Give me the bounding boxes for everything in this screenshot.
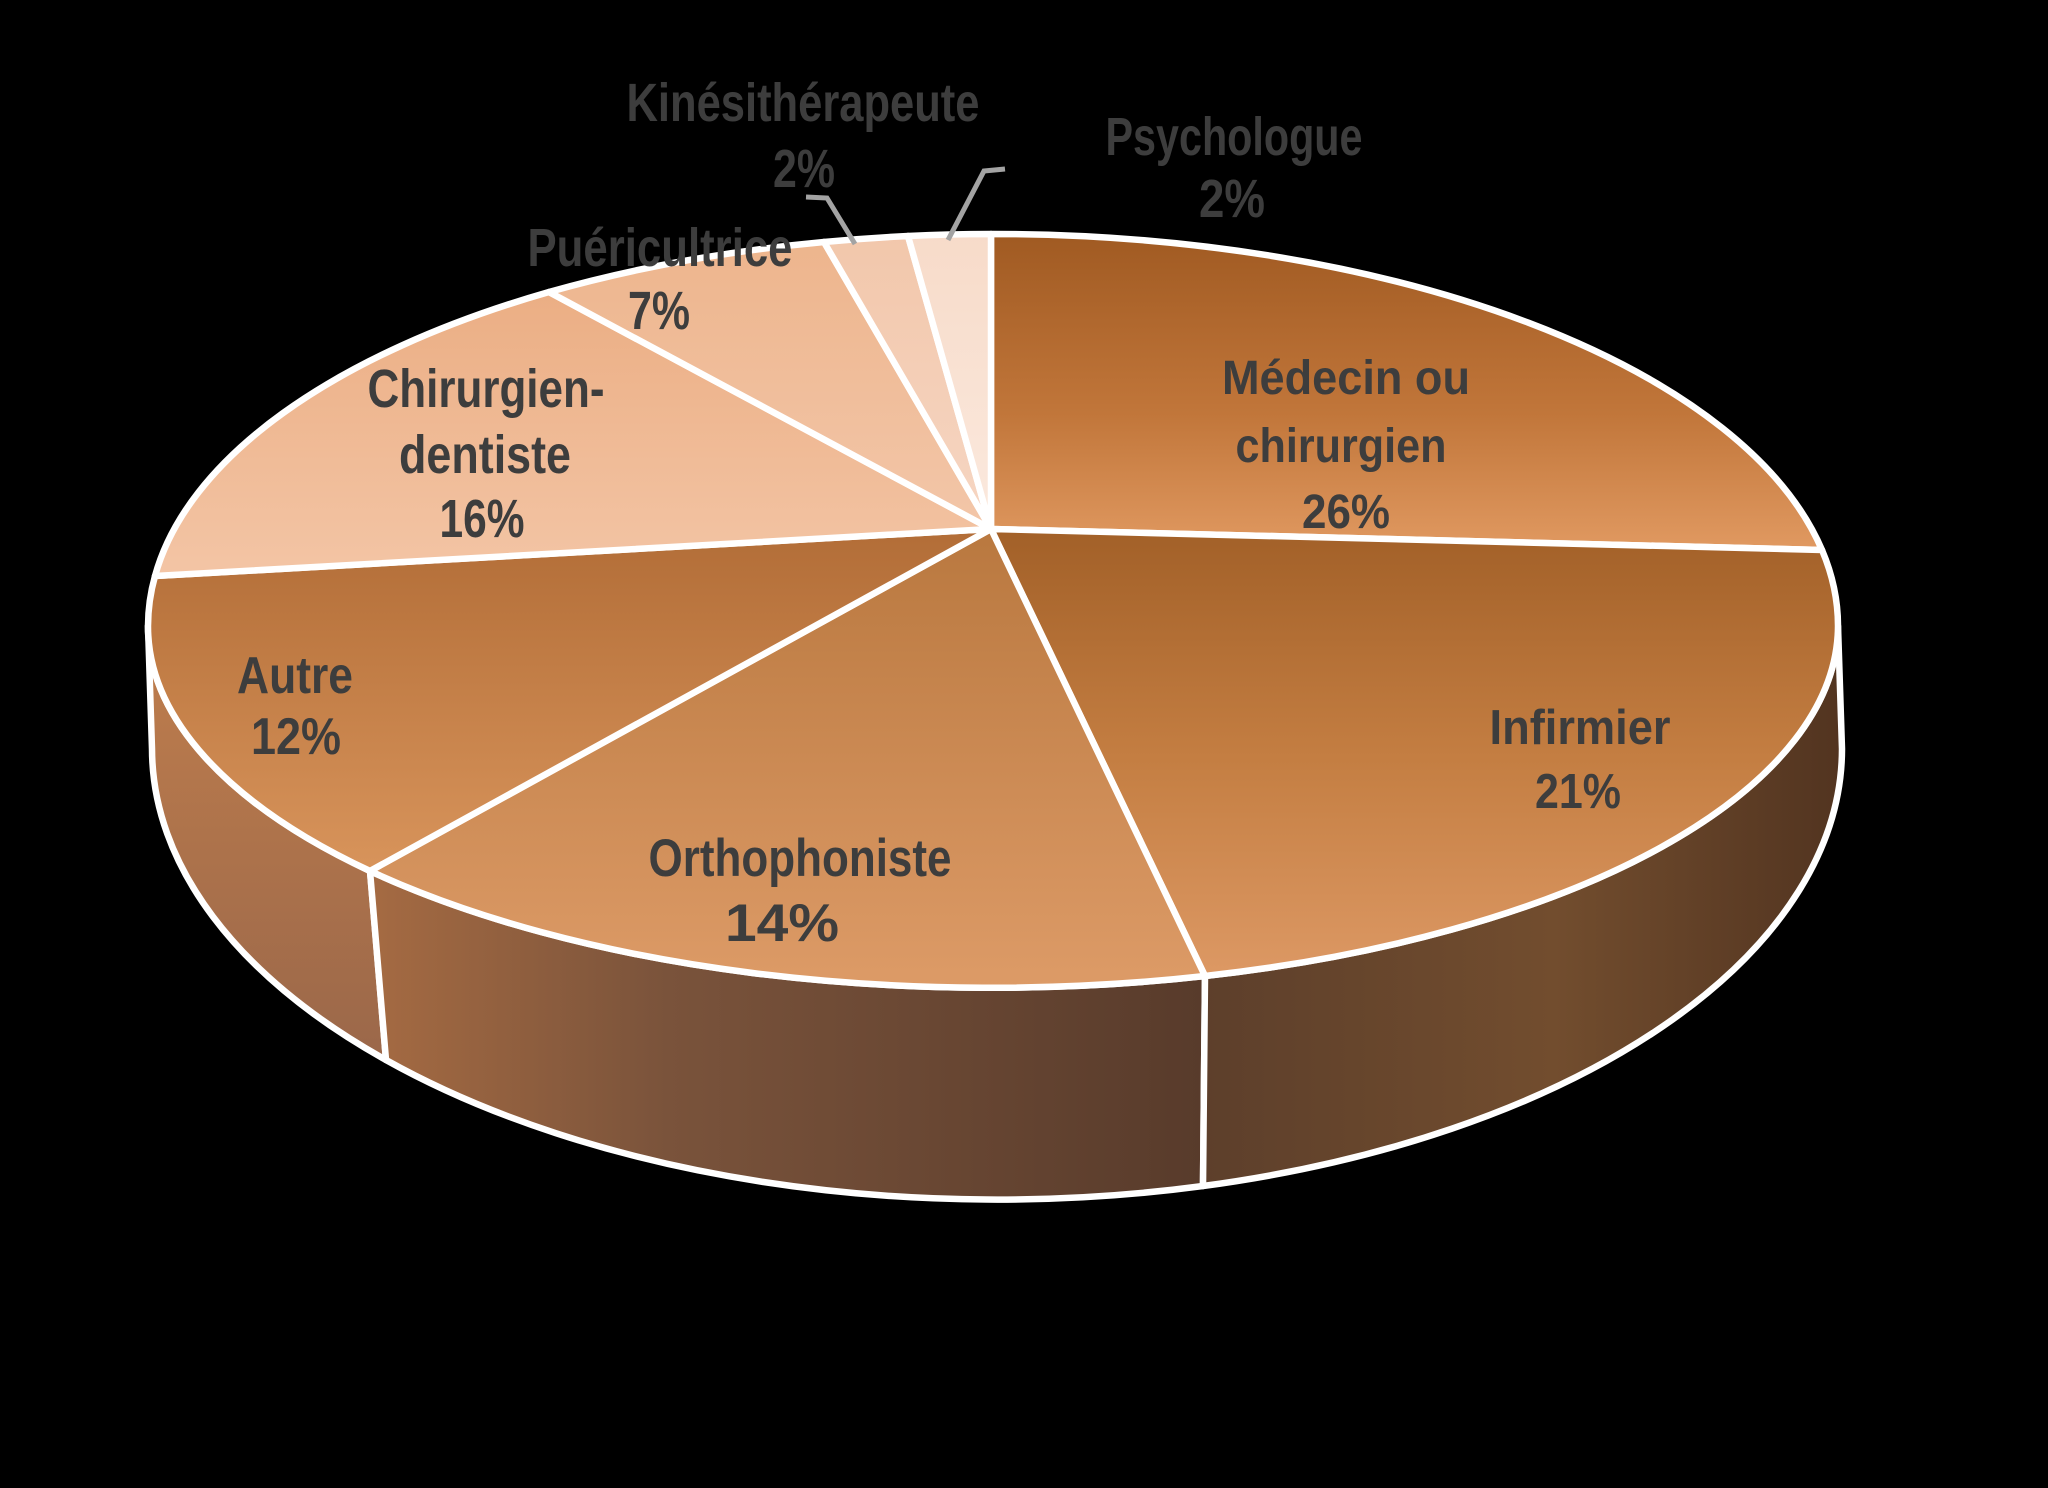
svg-text:26%: 26% bbox=[1302, 486, 1390, 539]
svg-text:Autre: Autre bbox=[237, 647, 353, 705]
svg-text:Psychologue: Psychologue bbox=[1106, 107, 1363, 167]
svg-text:16%: 16% bbox=[440, 489, 525, 549]
svg-text:2%: 2% bbox=[773, 139, 835, 199]
svg-text:Orthophoniste: Orthophoniste bbox=[649, 829, 952, 888]
svg-text:2%: 2% bbox=[1199, 169, 1265, 229]
svg-text:chirurgien: chirurgien bbox=[1236, 420, 1447, 473]
svg-text:dentiste: dentiste bbox=[399, 425, 571, 485]
svg-text:Kinésithérapeute: Kinésithérapeute bbox=[627, 73, 980, 133]
svg-text:12%: 12% bbox=[251, 708, 341, 766]
svg-text:7%: 7% bbox=[628, 281, 690, 341]
svg-text:Puéricultrice: Puéricultrice bbox=[528, 218, 793, 278]
svg-text:Infirmier: Infirmier bbox=[1490, 701, 1671, 755]
svg-text:14%: 14% bbox=[725, 894, 839, 953]
svg-text:21%: 21% bbox=[1535, 765, 1621, 819]
svg-text:Médecin ou: Médecin ou bbox=[1222, 352, 1470, 405]
svg-text:Chirurgien-: Chirurgien- bbox=[368, 359, 605, 419]
